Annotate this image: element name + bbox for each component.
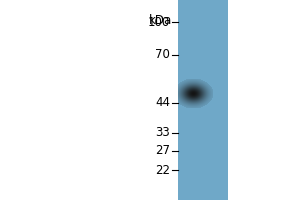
Text: 22: 22: [155, 164, 170, 176]
Text: 44: 44: [155, 97, 170, 110]
Text: kDa: kDa: [149, 14, 172, 27]
Text: 33: 33: [155, 127, 170, 140]
Text: 70: 70: [155, 48, 170, 62]
Text: 27: 27: [155, 144, 170, 158]
Text: 100: 100: [148, 16, 170, 28]
